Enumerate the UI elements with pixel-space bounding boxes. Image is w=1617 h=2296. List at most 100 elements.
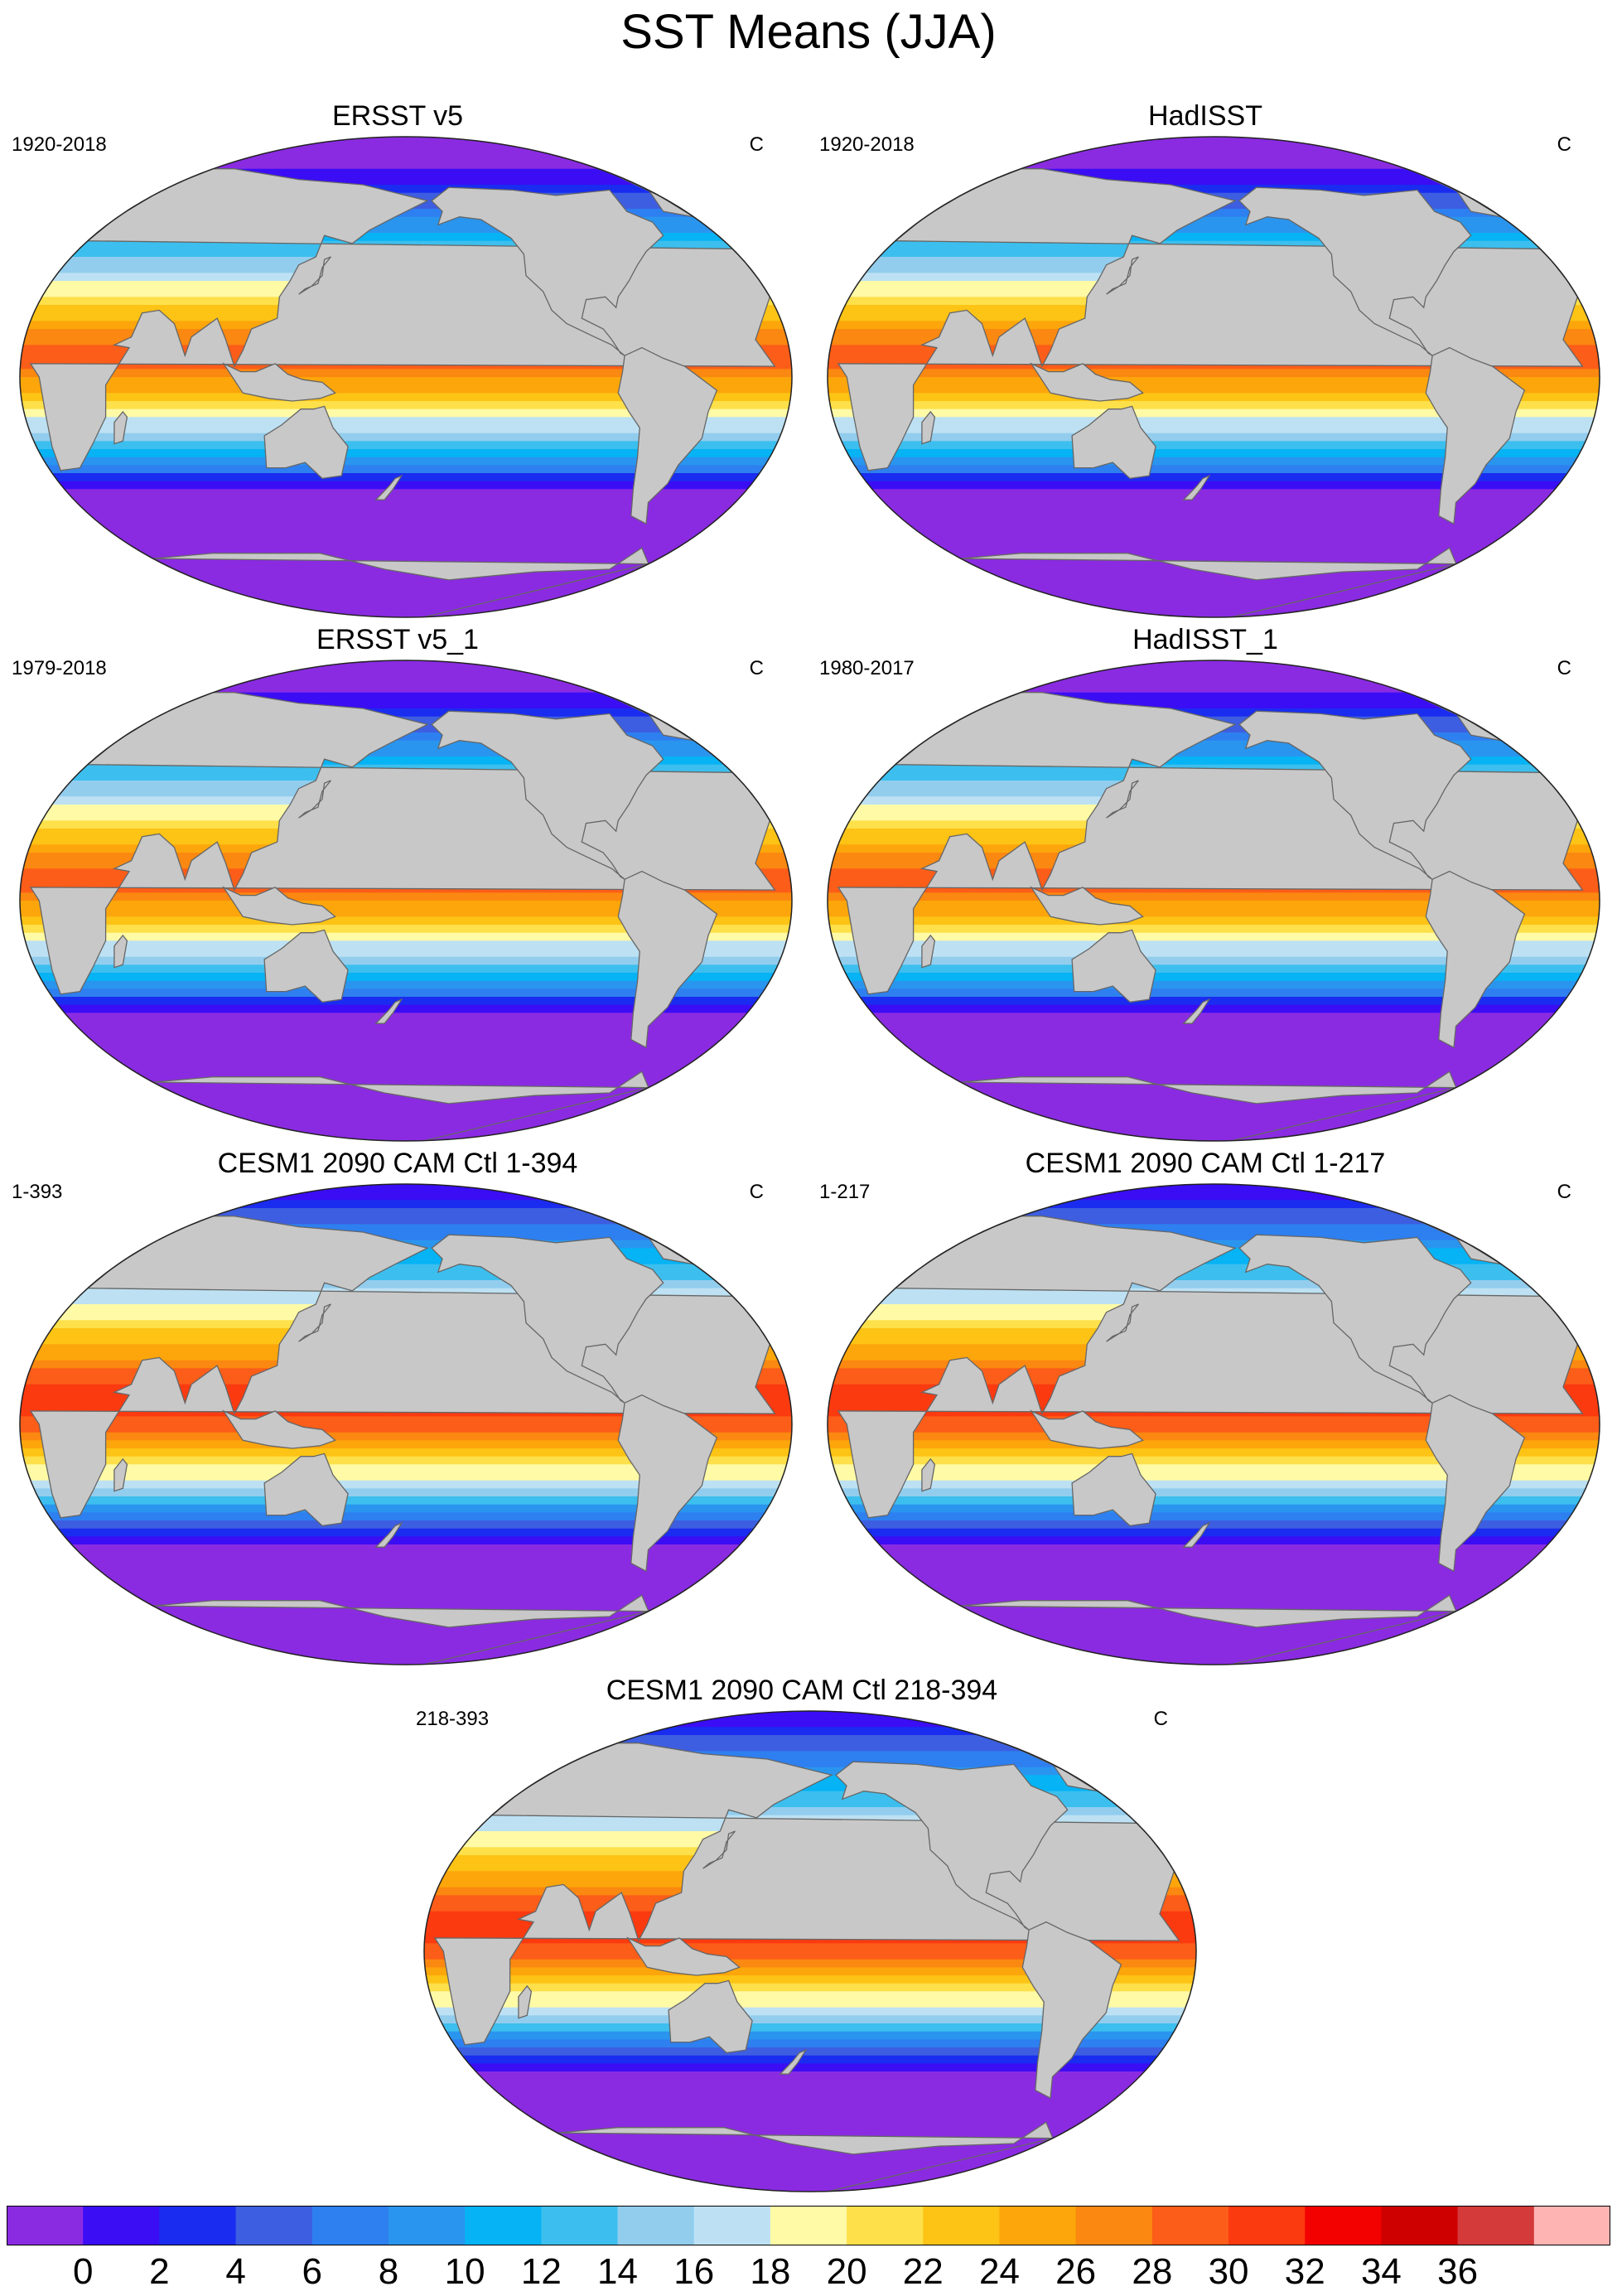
sst-band — [20, 497, 792, 506]
sst-band — [828, 1584, 1600, 1593]
sst-band — [20, 481, 792, 491]
sst-band — [20, 1624, 792, 1634]
sst-band — [20, 401, 792, 410]
sst-band — [20, 660, 792, 669]
sst-band — [20, 185, 792, 194]
land-japan — [702, 1830, 736, 1869]
panel-period-label: 1920-2018 — [12, 133, 107, 156]
colorbar-bin — [693, 2206, 771, 2245]
sst-band — [424, 1951, 1196, 1960]
sst-band — [20, 449, 792, 458]
sst-band — [828, 1456, 1600, 1466]
sst-band — [828, 700, 1600, 709]
colorbar-labels: 0 2 4 6 8 10 12 14 16 18 20 22 24 26 28 30 32 34 36 — [7, 2252, 1610, 2292]
sst-band — [828, 1472, 1600, 1482]
sst-band — [20, 676, 792, 685]
colorbar-tick-label: 26 — [1055, 2251, 1097, 2292]
sst-band — [828, 901, 1600, 910]
sst-band — [20, 1617, 792, 1626]
sst-band — [424, 1943, 1196, 1952]
sst-band — [828, 1632, 1600, 1641]
sst-band — [424, 1751, 1196, 1760]
sst-band — [20, 1192, 792, 1201]
sst-band — [828, 609, 1600, 617]
sst-band — [20, 740, 792, 750]
land-new-zealand — [374, 998, 403, 1024]
sst-band — [20, 1552, 792, 1562]
sst-map — [19, 660, 793, 1142]
panel-units-label: C — [1557, 657, 1571, 679]
sst-map — [827, 660, 1600, 1142]
sst-band — [20, 1037, 792, 1046]
sst-band — [828, 732, 1600, 742]
sst-band — [828, 577, 1600, 587]
sst-band — [424, 2175, 1196, 2185]
sst-band — [20, 684, 792, 694]
colorbar-tick-label: 24 — [978, 2251, 1020, 2292]
sst-band — [828, 1569, 1600, 1578]
sst-band — [828, 973, 1600, 982]
map-panel: CESM1 2090 CAM Ctl 1-394 1-393 C — [0, 1147, 795, 1677]
sst-band — [828, 1440, 1600, 1449]
land-madagascar — [113, 1457, 128, 1492]
panel-units-label: C — [749, 657, 764, 679]
land-north-america — [1238, 186, 1472, 356]
sst-band — [20, 425, 792, 434]
sst-band — [828, 1192, 1600, 1201]
sst-band — [828, 497, 1600, 506]
sst-band — [828, 425, 1600, 434]
sst-band — [20, 925, 792, 934]
sst-band — [424, 2079, 1196, 2089]
sst-band — [424, 1999, 1196, 2008]
sst-band — [828, 233, 1600, 242]
sst-band — [828, 949, 1600, 958]
colorbar-bin — [847, 2206, 924, 2245]
sst-band — [828, 152, 1600, 162]
sst-band — [828, 1544, 1600, 1554]
sst-band — [828, 1528, 1600, 1538]
sst-band — [828, 1536, 1600, 1545]
panel-period-label: 218-393 — [416, 1708, 490, 1730]
sst-band — [828, 1045, 1600, 1054]
sst-band — [424, 2015, 1196, 2024]
colorbar-bin — [999, 2206, 1077, 2245]
sst-band — [20, 1416, 792, 1425]
sst-band — [828, 932, 1600, 942]
sst-band — [828, 176, 1600, 186]
sst-band — [828, 1512, 1600, 1521]
sst-band — [828, 433, 1600, 442]
colorbar-tick-label: 16 — [673, 2251, 715, 2292]
colorbar-bin — [159, 2206, 237, 2245]
sst-band — [828, 1641, 1600, 1650]
sst-band — [828, 209, 1600, 218]
sst-band — [20, 585, 792, 594]
sst-band — [20, 1560, 792, 1569]
panel-title: CESM1 2090 CAM Ctl 218-394 — [606, 1675, 998, 1706]
sst-band — [828, 369, 1600, 378]
land-indonesia — [222, 1409, 336, 1449]
sst-band — [424, 2095, 1196, 2105]
sst-map — [827, 1183, 1600, 1665]
sst-band — [20, 377, 792, 386]
colorbar-bin — [1228, 2206, 1306, 2245]
sst-band — [20, 1045, 792, 1054]
colorbar-tick-label: 20 — [826, 2251, 867, 2292]
panel-title: CESM1 2090 CAM Ctl 1-217 — [1025, 1148, 1386, 1179]
sst-band — [828, 161, 1600, 170]
sst-band — [828, 185, 1600, 194]
colorbar-bin — [388, 2206, 466, 2245]
map-panel: ERSST v5 1920-2018 C — [0, 99, 795, 630]
sst-band — [828, 1560, 1600, 1569]
sst-band — [20, 732, 792, 742]
sst-band — [424, 2087, 1196, 2096]
sst-band — [828, 756, 1600, 766]
panel-title: ERSST v5_1 — [316, 624, 479, 655]
sst-band — [828, 1208, 1600, 1217]
map-border — [827, 136, 1600, 618]
sst-band — [424, 1743, 1196, 1752]
sst-band — [20, 949, 792, 958]
land-new-zealand — [374, 474, 403, 500]
sst-band — [20, 1424, 792, 1433]
sst-band — [828, 1232, 1600, 1241]
sst-band — [828, 601, 1600, 611]
